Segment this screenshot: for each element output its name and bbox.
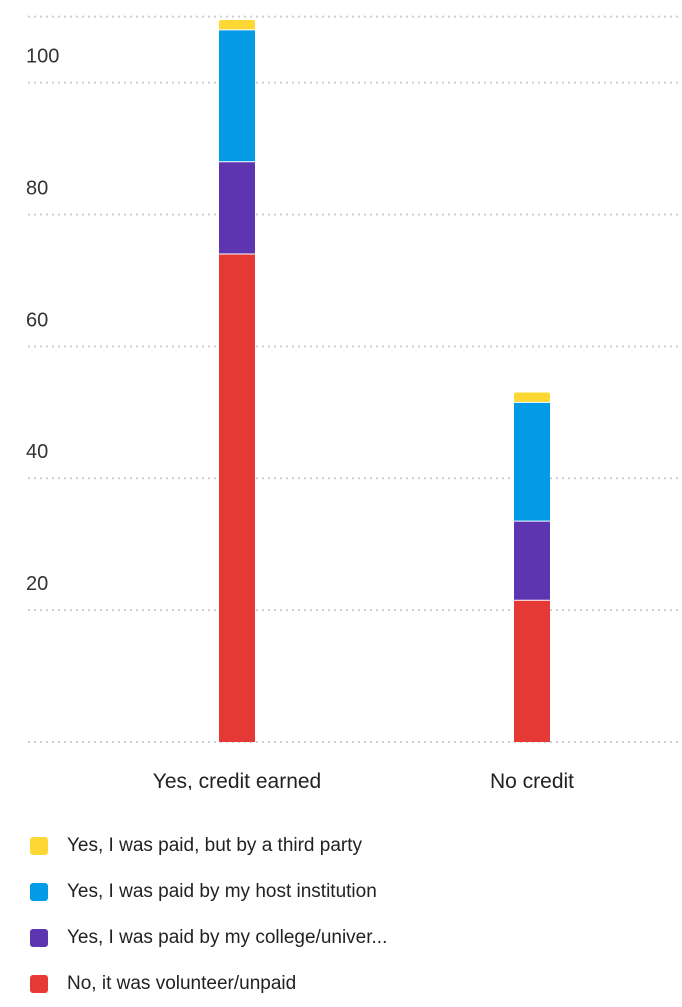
- bar-segment-0-2[interactable]: [219, 29, 255, 162]
- legend-label: No, it was volunteer/unpaid: [67, 973, 297, 994]
- legend-label: Yes, I was paid by my college/univer...: [67, 927, 388, 948]
- legend-label: Yes, I was paid, but by a third party: [67, 835, 363, 856]
- bar-segment-0-3[interactable]: [219, 19, 255, 30]
- x-tick-label: No credit: [490, 770, 574, 790]
- bar-segment-1-0[interactable]: [514, 600, 550, 742]
- y-tick-label-100: 100: [26, 46, 59, 68]
- legend-swatch: [30, 975, 48, 993]
- bar-segment-1-1[interactable]: [514, 521, 550, 601]
- y-axis-ticks: 20 40 60 80 100: [26, 46, 59, 596]
- x-axis-ticks: Yes, credit earned No credit: [153, 770, 574, 790]
- bars: [219, 19, 550, 743]
- y-tick-label-40: 40: [26, 441, 48, 463]
- y-tick-label-20: 20: [26, 573, 48, 595]
- legend-label: Yes, I was paid by my host institution: [67, 881, 377, 902]
- bar-segment-1-3[interactable]: [514, 392, 550, 403]
- chart-legend: Yes, I was paid, but by a third party Yes…: [30, 823, 387, 1007]
- y-tick-label-80: 80: [26, 177, 48, 199]
- stacked-bar-chart: 20 40 60 80 100 Yes, credit earned No credit: [26, 15, 682, 790]
- bar-segment-1-2[interactable]: [514, 402, 550, 522]
- legend-item[interactable]: Yes, I was paid by my college/univer...: [30, 915, 387, 961]
- legend-item[interactable]: Yes, I was paid by my host institution: [30, 869, 387, 915]
- bar-segment-0-0[interactable]: [219, 254, 255, 743]
- gridlines: [28, 15, 682, 743]
- bar-segment-0-1[interactable]: [219, 161, 255, 255]
- legend-swatch: [30, 929, 48, 947]
- x-tick-label: Yes, credit earned: [153, 770, 322, 790]
- legend-swatch: [30, 883, 48, 901]
- legend-swatch: [30, 837, 48, 855]
- y-tick-label-60: 60: [26, 309, 48, 331]
- legend-item[interactable]: Yes, I was paid, but by a third party: [30, 823, 387, 869]
- legend-item[interactable]: No, it was volunteer/unpaid: [30, 961, 387, 1007]
